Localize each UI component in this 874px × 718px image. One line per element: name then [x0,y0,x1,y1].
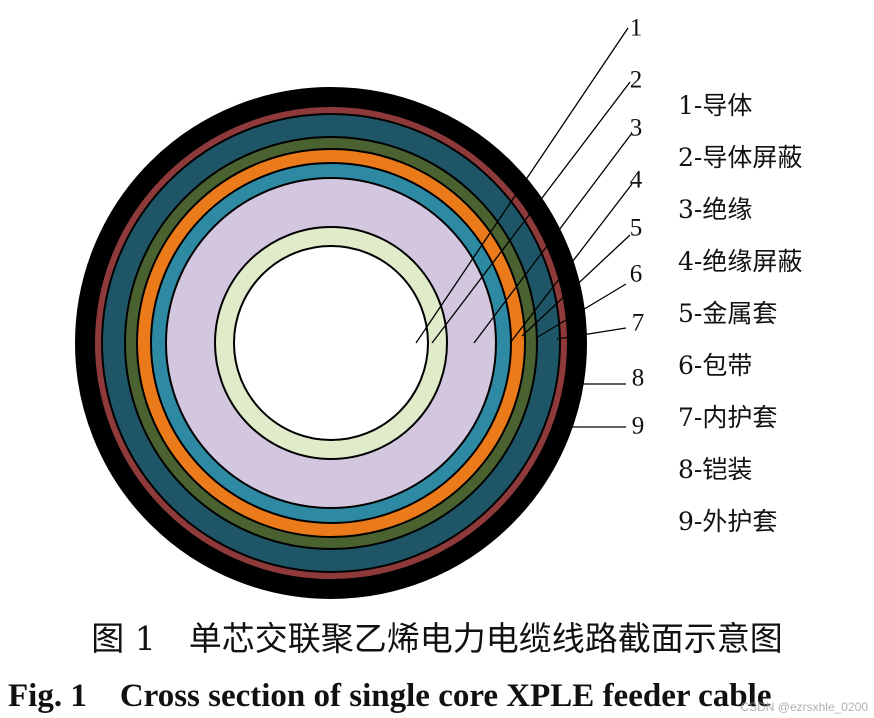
figure-caption-chinese: 图 1 单芯交联聚乙烯电力电缆线路截面示意图 [91,619,783,658]
callout-leader-lines [415,27,633,428]
callout-number-2: 2 [630,67,643,94]
legend-item-9: 9-外护套 [678,507,778,536]
leader-line-6 [535,283,627,339]
callout-number-5: 5 [630,215,643,242]
figure-caption-english: Fig. 1 Cross section of single core XPLE… [8,678,772,714]
callout-number-7: 7 [632,310,645,337]
legend-item-2: 2-导体屏蔽 [678,143,803,172]
leader-line-1 [415,27,629,344]
callout-number-3: 3 [630,115,643,142]
watermark-text: CSDN @ezrsxhle_0200 [740,700,868,714]
layer-legend: 1-导体 2-导体屏蔽 3-绝缘 4-绝缘屏蔽 5-金属套 6-包带 7-内护套… [678,86,802,554]
legend-item-3: 3-绝缘 [678,195,753,224]
legend-item-6: 6-包带 [678,351,753,380]
leader-line-2 [431,81,631,344]
legend-item-7: 7-内护套 [678,403,778,432]
callout-number-4: 4 [630,167,643,194]
callout-number-9: 9 [632,413,645,440]
cable-cross-section-diagram: 1 2 3 4 5 6 7 8 9 [75,15,645,599]
legend-item-5: 5-金属套 [678,299,778,328]
callout-number-6: 6 [630,261,643,288]
leader-line-4 [509,183,633,344]
legend-item-8: 8-铠装 [678,455,753,484]
callout-numbers: 1 2 3 4 5 6 7 8 9 [630,15,645,440]
legend-item-4: 4-绝缘屏蔽 [678,247,803,276]
leader-line-3 [473,132,633,344]
legend-item-1: 1-导体 [678,91,753,120]
cable-layer-rings [75,87,587,599]
layer-ring-1 [233,245,429,441]
callout-number-1: 1 [630,15,643,42]
callout-number-8: 8 [632,365,645,392]
leader-line-7 [556,327,627,340]
leader-line-5 [521,234,631,337]
